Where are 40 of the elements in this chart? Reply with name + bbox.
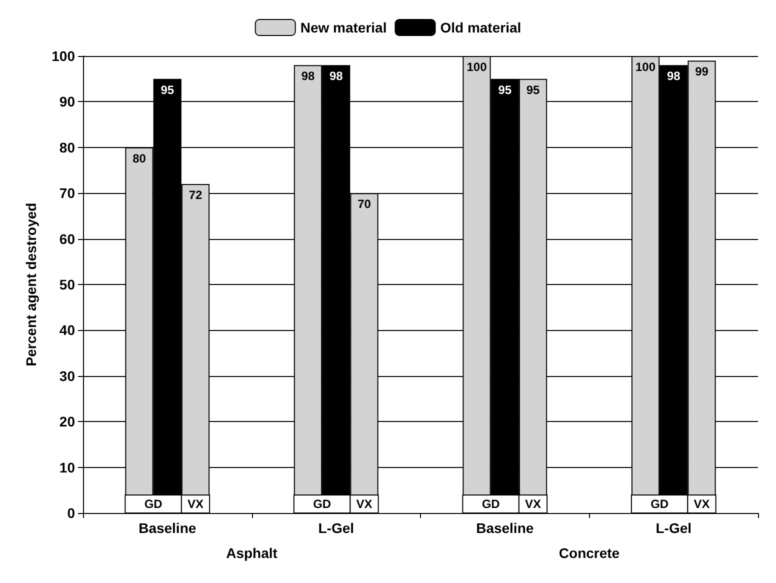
text: GD — [313, 497, 332, 511]
y-tick-label: 0 — [67, 505, 76, 521]
y-tick-label: 10 — [59, 459, 76, 476]
y-tick-label: 40 — [59, 322, 76, 338]
y-tick-label: 80 — [59, 139, 76, 156]
legend-label: Old material — [440, 20, 522, 36]
x-tick-label: Baseline — [138, 520, 196, 536]
y-tick-label: 100 — [52, 48, 76, 64]
text: GD — [482, 497, 500, 511]
data-label: 100 — [466, 60, 488, 74]
x-tick-label: Baseline — [476, 520, 534, 536]
data-label: 95 — [526, 82, 540, 97]
data-label: 98 — [301, 69, 315, 84]
annotation: VX — [187, 497, 204, 511]
x-tick-label: L-Gel — [318, 520, 354, 536]
data-label: 80 — [132, 151, 146, 166]
data-label: 70 — [358, 197, 372, 212]
text: Concrete — [558, 545, 620, 561]
data-label: 98 — [666, 69, 681, 84]
y-axis-title: Percent agent destroyed — [23, 202, 39, 366]
text: VX — [694, 497, 710, 511]
data-label: 95 — [160, 82, 174, 97]
text: VX — [356, 497, 372, 511]
text: Asphalt — [226, 545, 278, 561]
text: VX — [524, 497, 542, 511]
y-tick-label: 20 — [59, 414, 76, 430]
data-label: 72 — [188, 188, 202, 202]
y-tick-label: 70 — [59, 185, 76, 202]
y-tick-label: 60 — [59, 230, 76, 247]
y-tick-label: 90 — [59, 94, 76, 110]
data-label: 99 — [695, 64, 709, 79]
text: GD — [650, 497, 669, 511]
y-tick-label: 50 — [59, 276, 76, 292]
data-label: 98 — [329, 69, 344, 84]
legend-label: New material — [300, 20, 387, 36]
y-tick-label: 30 — [59, 368, 76, 384]
data-label: 95 — [498, 82, 512, 97]
x-tick-label: L-Gel — [656, 520, 692, 536]
annotation: GD — [144, 497, 163, 511]
data-label: 100 — [635, 60, 656, 74]
